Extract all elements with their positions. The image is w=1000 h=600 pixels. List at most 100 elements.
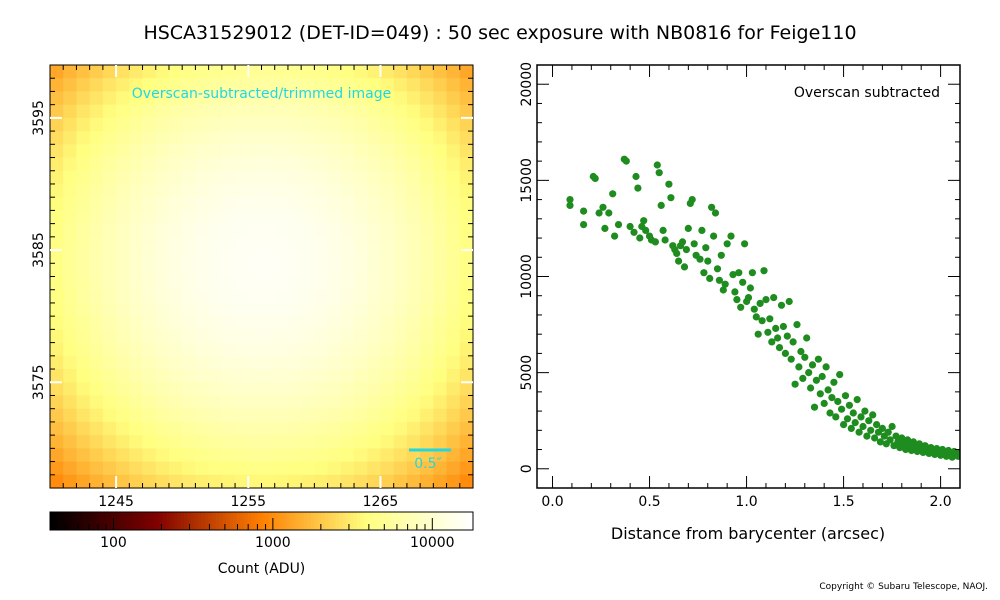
heatmap-cell	[354, 316, 368, 330]
heatmap-cell	[102, 461, 117, 476]
heatmap-cell	[89, 289, 104, 304]
heatmap-cell	[459, 197, 474, 212]
heatmap-cell	[314, 117, 329, 132]
heatmap-cell	[116, 104, 130, 119]
heatmap-cell	[155, 250, 170, 264]
heatmap-cell	[327, 342, 342, 357]
heatmap-cell	[155, 302, 170, 317]
heatmap-cell	[301, 355, 315, 370]
heatmap-cell	[221, 408, 236, 423]
data-point	[715, 276, 724, 284]
colorbar-segment	[219, 512, 224, 530]
heatmap-cell	[102, 91, 117, 106]
heatmap-cell	[168, 263, 183, 278]
x-tick-label: 2.0	[929, 494, 951, 510]
colorbar-segment	[413, 512, 418, 530]
heatmap-cell	[142, 263, 157, 278]
colorbar-segment	[257, 512, 263, 530]
heatmap-cell	[63, 342, 78, 357]
heatmap-cell	[261, 183, 276, 198]
heatmap-cell	[380, 474, 395, 489]
heatmap-cell	[261, 421, 276, 436]
heatmap-cell	[129, 382, 144, 397]
heatmap-cell	[235, 170, 249, 185]
heatmap-cell	[235, 276, 249, 291]
heatmap-cell	[235, 461, 249, 476]
heatmap-cell	[287, 250, 302, 264]
heatmap-cell	[208, 144, 223, 159]
heatmap-cell	[129, 210, 144, 225]
heatmap-cell	[420, 276, 434, 291]
heatmap-cell	[208, 170, 223, 185]
data-point	[843, 415, 852, 423]
heatmap-cell	[287, 236, 302, 251]
colorbar-segment	[50, 512, 55, 530]
heatmap-cell	[287, 157, 302, 172]
heatmap-cell	[459, 395, 474, 410]
heatmap-cell	[327, 210, 342, 225]
heatmap-cell	[182, 342, 197, 357]
heatmap-cell	[102, 131, 117, 145]
colorbar-segment	[57, 512, 62, 530]
data-point	[601, 224, 609, 232]
heatmap-cell	[89, 117, 104, 132]
data-point	[774, 334, 782, 342]
data-point	[741, 240, 749, 248]
colorbar-segment	[377, 512, 382, 530]
heatmap-cell	[208, 369, 223, 383]
heatmap-cell	[367, 91, 382, 106]
heatmap-cell	[195, 276, 210, 291]
heatmap-cell	[168, 329, 183, 344]
heatmap-cell	[168, 91, 183, 106]
heatmap-cell	[63, 302, 78, 317]
heatmap-cell	[248, 302, 263, 317]
heatmap-cell	[142, 157, 157, 172]
heatmap-cell	[235, 104, 249, 119]
data-point	[834, 397, 842, 406]
heatmap-cell	[301, 144, 315, 159]
heatmap-cell	[63, 276, 78, 291]
heatmap-cell	[393, 210, 408, 225]
heatmap-cell	[102, 395, 117, 410]
heatmap-cell	[102, 289, 117, 304]
heatmap-cell	[116, 131, 130, 145]
data-point	[723, 240, 731, 248]
heatmap-cell	[433, 170, 448, 185]
heatmap-cell	[354, 355, 368, 370]
heatmap-cell	[327, 461, 342, 476]
data-point	[678, 238, 687, 246]
heatmap-cell	[354, 289, 368, 304]
data-point	[566, 201, 574, 209]
data-point	[828, 394, 836, 402]
colorbar-segment	[409, 512, 414, 530]
heatmap-cell	[235, 408, 249, 423]
heatmap-cell	[76, 421, 91, 436]
heatmap-cell	[314, 408, 329, 423]
heatmap-cell	[354, 342, 368, 357]
heatmap-cell	[380, 250, 395, 264]
heatmap-cell	[274, 263, 289, 278]
y-tick-label: 3595	[31, 100, 47, 136]
heatmap-cell	[155, 236, 170, 251]
heatmap-cell	[446, 276, 461, 291]
heatmap-cell	[182, 170, 197, 185]
heatmap-cell	[182, 448, 197, 463]
heatmap-cell	[168, 250, 183, 264]
heatmap-cell	[446, 78, 461, 93]
heatmap-cell	[406, 289, 421, 304]
heatmap-cell	[50, 170, 64, 185]
heatmap-cell	[208, 131, 223, 145]
data-point	[898, 434, 906, 442]
data-point	[611, 232, 619, 240]
data-point	[797, 347, 805, 356]
colorbar-segment	[254, 512, 259, 530]
colorbar-segment	[85, 512, 90, 530]
heatmap-cell	[354, 395, 368, 410]
heatmap-cell	[155, 355, 170, 370]
heatmap-cell	[314, 302, 329, 317]
heatmap-cell	[367, 395, 382, 410]
colorbar-frame	[49, 511, 474, 531]
heatmap-cell	[380, 157, 395, 172]
heatmap-cell	[50, 302, 64, 317]
heatmap-cell	[393, 461, 408, 476]
